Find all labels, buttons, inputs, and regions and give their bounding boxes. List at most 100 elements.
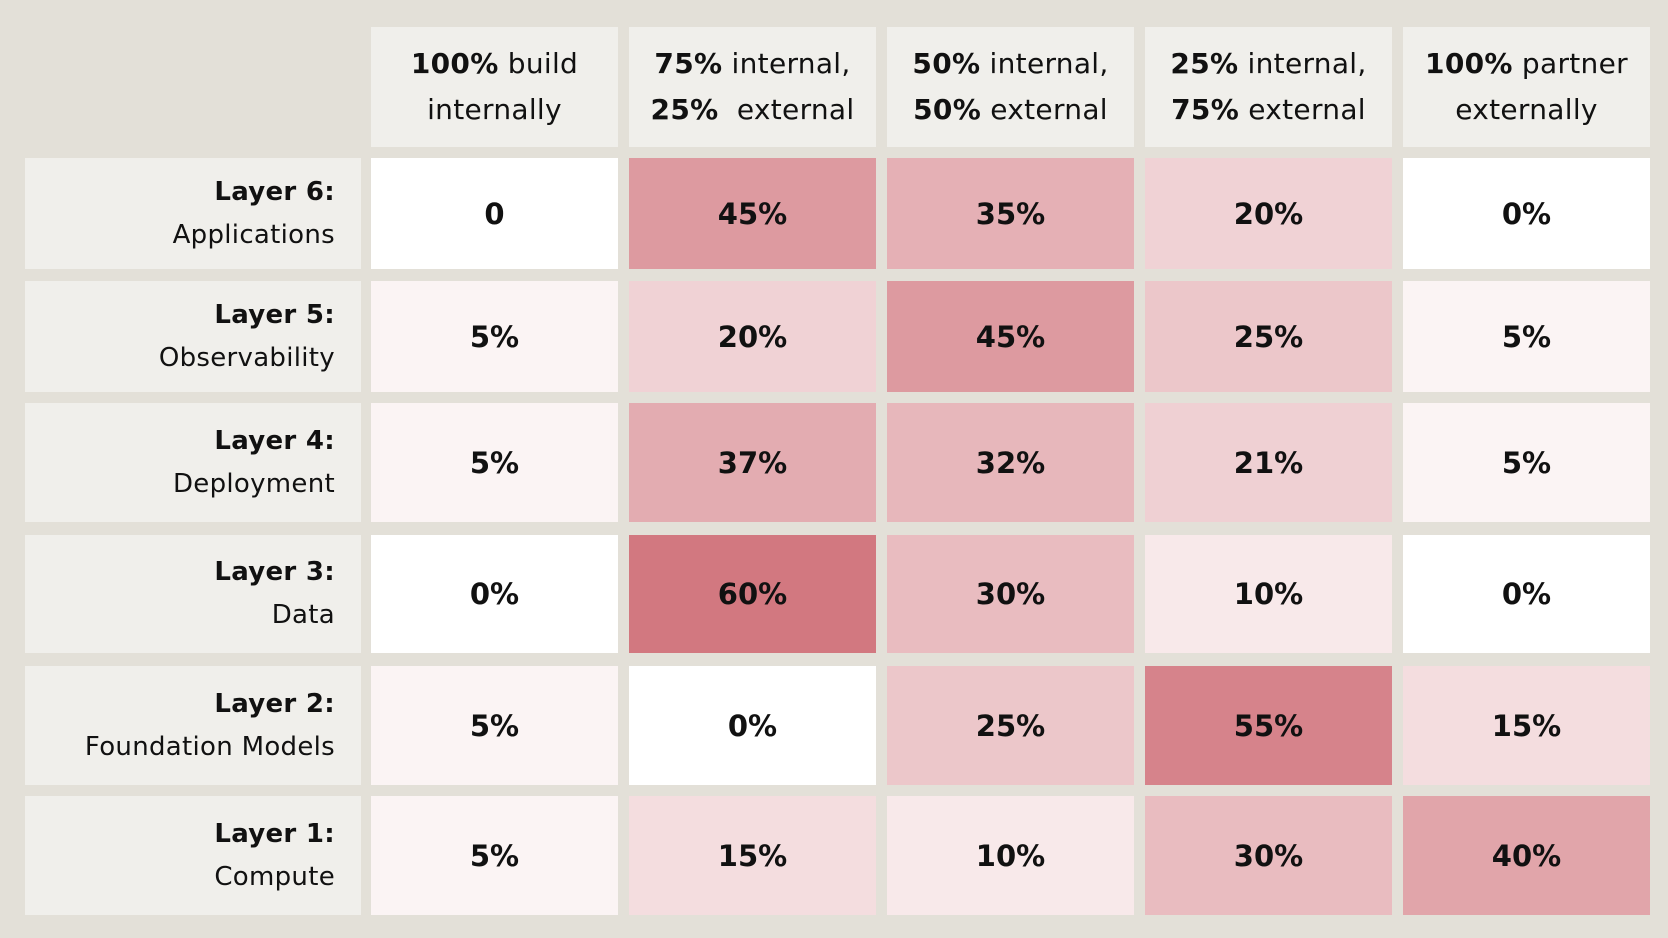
column-header-percent: 75%	[654, 47, 723, 80]
column-header-percent: 25%	[650, 93, 719, 126]
row-header: Layer 3: Data	[25, 535, 361, 653]
heatmap-cell-value: 30%	[1233, 838, 1304, 873]
heatmap-cell-value: 5%	[469, 708, 520, 743]
heatmap-cell: 32%	[887, 403, 1134, 522]
column-header-line: externally	[1455, 87, 1598, 133]
column-header: 100% build internally	[371, 27, 618, 147]
heatmap-cell-value: 5%	[1501, 445, 1552, 480]
column-header-line: 25% external	[651, 87, 855, 133]
heatmap-cell: 30%	[1145, 796, 1392, 915]
heatmap-cell-value: 37%	[717, 445, 788, 480]
heatmap-cell-value: 10%	[975, 838, 1046, 873]
heatmap-cell: 5%	[371, 666, 618, 785]
heatmap-cell-value: 60%	[717, 577, 788, 611]
heatmap-cell: 37%	[629, 403, 876, 522]
column-header-text: internal,	[980, 47, 1109, 80]
heatmap-cell-value: 15%	[717, 838, 788, 873]
heatmap-cell-value: 21%	[1233, 445, 1304, 480]
column-header-text: internal,	[1238, 47, 1367, 80]
heatmap-cell-value: 45%	[975, 319, 1046, 354]
heatmap-cell: 5%	[371, 403, 618, 522]
row-header-title: Layer 6:	[214, 176, 335, 207]
column-header-line: internally	[427, 87, 562, 133]
heatmap-cell: 20%	[629, 281, 876, 392]
heatmap-cell: 5%	[371, 281, 618, 392]
heatmap-cell: 25%	[1145, 281, 1392, 392]
heatmap-cell-value: 35%	[975, 196, 1046, 231]
heatmap-cell-value: 5%	[469, 319, 520, 354]
row-header-subtitle: Observability	[158, 342, 335, 373]
column-header: 50% internal, 50% external	[887, 27, 1134, 147]
column-header-percent: 100%	[410, 47, 499, 80]
column-header-line: 100% build	[411, 41, 578, 87]
heatmap-cell: 15%	[629, 796, 876, 915]
heatmap-cell: 21%	[1145, 403, 1392, 522]
column-header-text: partner	[1512, 47, 1628, 80]
heatmap-cell: 10%	[887, 796, 1134, 915]
heatmap-cell-value: 5%	[1501, 319, 1552, 354]
row-header-subtitle: Foundation Models	[84, 731, 335, 762]
heatmap-cell-value: 15%	[1491, 708, 1562, 743]
row-header-subtitle: Applications	[172, 219, 335, 250]
heatmap-cell-value: 0	[484, 196, 505, 231]
heatmap-cell-value: 0%	[727, 708, 778, 743]
heatmap-cell-value: 5%	[469, 838, 520, 873]
heatmap-cell: 55%	[1145, 666, 1392, 785]
heatmap-cell: 5%	[1403, 281, 1650, 392]
row-header-title: Layer 5:	[214, 299, 335, 330]
row-header-title: Layer 1:	[214, 818, 335, 849]
column-header: 100% partner externally	[1403, 27, 1650, 147]
row-header: Layer 2: Foundation Models	[25, 666, 361, 785]
heatmap-cell: 45%	[887, 281, 1134, 392]
heatmap-cell-value: 30%	[975, 577, 1046, 611]
column-header-line: 25% internal,	[1170, 41, 1366, 87]
heatmap-cell-value: 32%	[975, 445, 1046, 480]
column-header-line: 50% external	[913, 87, 1108, 133]
heatmap-cell-value: 25%	[975, 708, 1046, 743]
column-header-line: 50% internal,	[912, 41, 1108, 87]
heatmap-cell: 5%	[371, 796, 618, 915]
column-header-line: 75% internal,	[654, 41, 850, 87]
heatmap-cell: 40%	[1403, 796, 1650, 915]
column-header-text: internally	[427, 93, 562, 126]
column-header: 75% internal, 25% external	[629, 27, 876, 147]
column-header-percent: 50%	[912, 47, 981, 80]
heatmap-cell-value: 0%	[1501, 577, 1552, 611]
heatmap-cell: 45%	[629, 158, 876, 269]
heatmap-cell-value: 45%	[717, 196, 788, 231]
heatmap-cell-value: 0%	[1501, 196, 1552, 231]
column-header-percent: 75%	[1171, 93, 1240, 126]
row-header: Layer 5: Observability	[25, 281, 361, 392]
heatmap-cell-value: 10%	[1233, 577, 1304, 611]
row-header-subtitle: Compute	[214, 861, 335, 892]
heatmap-cell: 0%	[1403, 158, 1650, 269]
row-header: Layer 1: Compute	[25, 796, 361, 915]
row-header-title: Layer 4:	[214, 425, 335, 456]
row-header: Layer 4: Deployment	[25, 403, 361, 522]
heatmap-cell: 0%	[371, 535, 618, 653]
row-header-subtitle: Data	[271, 600, 335, 630]
column-header-percent: 50%	[913, 93, 982, 126]
column-header-text: externally	[1455, 93, 1598, 126]
heatmap-cell: 10%	[1145, 535, 1392, 653]
column-header-text: external	[718, 93, 855, 126]
heatmap-cell-value: 0%	[469, 577, 520, 611]
heatmap-cell: 35%	[887, 158, 1134, 269]
column-header-text: external	[981, 93, 1108, 126]
column-header: 25% internal, 75% external	[1145, 27, 1392, 147]
heatmap-cell: 0%	[1403, 535, 1650, 653]
column-header-text: external	[1239, 93, 1366, 126]
heatmap-cell-value: 20%	[1233, 196, 1304, 231]
heatmap-cell: 0	[371, 158, 618, 269]
column-header-text: build	[498, 47, 579, 80]
heatmap-cell-value: 20%	[717, 319, 788, 354]
column-header-line: 100% partner	[1425, 41, 1628, 87]
heatmap-cell: 0%	[629, 666, 876, 785]
row-header-title: Layer 3:	[214, 557, 335, 587]
heatmap-cell-value: 40%	[1491, 838, 1562, 873]
heatmap-cell-value: 5%	[469, 445, 520, 480]
row-header-title: Layer 2:	[214, 688, 335, 719]
row-header: Layer 6: Applications	[25, 158, 361, 269]
row-header-subtitle: Deployment	[172, 468, 335, 499]
